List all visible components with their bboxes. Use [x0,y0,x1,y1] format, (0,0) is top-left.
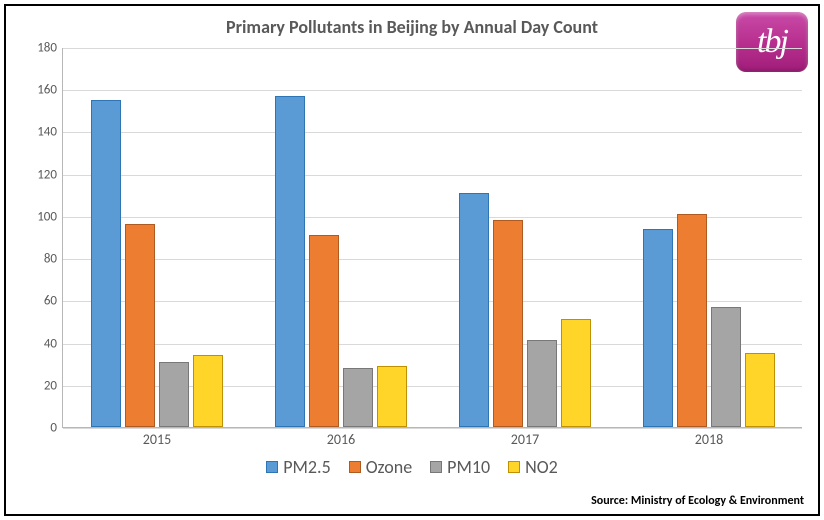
bar [527,340,557,427]
bar [643,229,673,427]
y-tick-label: 20 [44,378,57,393]
legend-label: Ozone [366,456,412,478]
x-tick-label: 2015 [143,431,171,448]
legend-item: Ozone [349,456,412,478]
legend-item: PM2.5 [266,456,330,478]
x-tick-label: 2018 [695,431,723,448]
legend-label: PM2.5 [283,456,330,478]
y-tick-label: 0 [50,421,57,436]
legend-item: NO2 [508,456,558,478]
grid-line [63,175,802,176]
y-tick-label: 80 [44,252,57,267]
legend-item: PM10 [430,456,490,478]
legend-swatch [266,461,278,473]
bar [309,235,339,427]
bar [125,224,155,427]
y-tick-label: 100 [37,209,57,224]
legend-swatch [508,461,520,473]
legend-swatch [430,461,442,473]
chart-frame: Primary Pollutants in Beijing by Annual … [4,4,820,516]
grid-line [63,90,802,91]
bar [561,319,591,427]
x-tick-label: 2017 [511,431,539,448]
legend-label: NO2 [525,456,558,478]
legend-swatch [349,461,361,473]
bar [711,307,741,427]
legend: PM2.5 Ozone PM10 NO2 [6,456,818,478]
bar [677,214,707,427]
grid-line [63,48,802,49]
bar [343,368,373,427]
bar [745,353,775,427]
chart-title: Primary Pollutants in Beijing by Annual … [6,16,818,38]
y-tick-label: 120 [37,167,57,182]
bar [459,193,489,427]
grid-line [63,428,802,429]
bar [159,362,189,427]
y-tick-label: 140 [37,125,57,140]
x-tick-label: 2016 [327,431,355,448]
bar [493,220,523,427]
grid-line [63,132,802,133]
y-tick-label: 160 [37,83,57,98]
source-attribution: Source: Ministry of Ecology & Environmen… [591,494,804,508]
bar [275,96,305,427]
y-tick-label: 40 [44,336,57,351]
bar [377,366,407,427]
bar [193,355,223,427]
bar [91,100,121,427]
y-tick-label: 60 [44,294,57,309]
plot-area: 0204060801001201401601802015201620172018 [62,48,802,428]
legend-label: PM10 [447,456,490,478]
y-tick-label: 180 [37,41,57,56]
